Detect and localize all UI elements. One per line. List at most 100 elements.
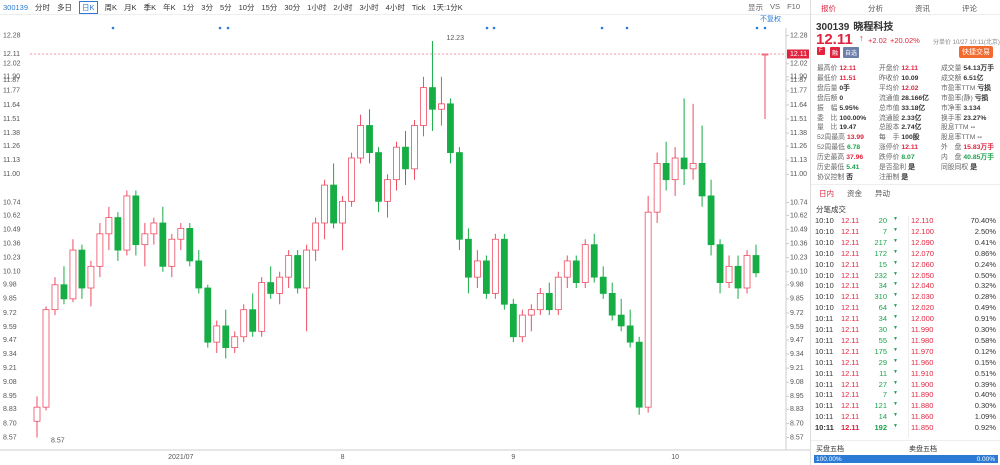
candle-body <box>132 195 140 246</box>
panel-tab[interactable]: 评论 <box>962 4 977 13</box>
trade-price: 12.11 <box>841 335 860 345</box>
y-tick-label-left: 9.72 <box>3 310 17 317</box>
stat-label: 最高价 <box>817 65 838 72</box>
trade-volume: 232 <box>874 270 887 280</box>
up-arrow: ↑ <box>859 33 864 43</box>
level-pct: 0.28% <box>974 292 996 302</box>
candle-body <box>420 87 427 126</box>
stat-value: 28.166亿 <box>901 94 929 102</box>
level-price: 11.900 <box>911 379 934 389</box>
badge[interactable]: 自选 <box>843 47 860 58</box>
period-tab[interactable]: 日K <box>79 0 98 14</box>
period-tab[interactable]: 3分 <box>201 2 213 12</box>
stat-value: 23.27% <box>963 114 987 122</box>
period-tab[interactable]: Tick <box>411 2 426 12</box>
trade-button[interactable]: 快捷交易 <box>959 46 993 58</box>
stat: 平均价 12.02 <box>879 82 918 92</box>
stat: 市盈率TTM 亏损 <box>941 82 991 92</box>
stat: 外 盘 15.83万手 <box>941 141 994 151</box>
panel-tab[interactable]: 资讯 <box>915 4 930 13</box>
trade-time: 10:11 <box>815 390 834 400</box>
period-tab[interactable]: 30分 <box>284 2 301 12</box>
period-tab[interactable]: 多日 <box>57 2 73 12</box>
y-tick-label-left: 9.85 <box>3 296 17 303</box>
period-tab[interactable]: 年K <box>163 2 176 12</box>
candle-body <box>572 260 580 283</box>
stat-value: 是 <box>908 164 915 171</box>
trade-price: 12.11 <box>841 357 860 367</box>
period-tab[interactable]: 1天:1分K <box>432 2 463 12</box>
badge[interactable]: 融 <box>830 47 841 58</box>
candle-body <box>563 260 571 278</box>
y-tick-label-left: 11.00 <box>3 171 20 178</box>
stat-label: 跌停价 <box>879 154 900 162</box>
trade-volume: 192 <box>874 423 887 433</box>
y-tick-label-left: 9.98 <box>3 282 17 289</box>
ask-pct: 0.00% <box>976 455 995 463</box>
candle-body <box>599 276 607 294</box>
period-tab[interactable]: 周K <box>104 2 118 12</box>
period-tab[interactable]: 4小时 <box>385 2 405 12</box>
sub-tab[interactable]: 日内 <box>819 189 834 198</box>
bid-bar <box>814 455 998 463</box>
tool-button[interactable]: F10 <box>787 1 800 11</box>
trade-arrow: ▼ <box>893 401 898 408</box>
level-price: 12.090 <box>911 237 934 247</box>
stat-value: -- <box>977 134 982 142</box>
stat: 总市值 33.18亿 <box>879 102 925 112</box>
panel-divider <box>811 14 1000 15</box>
candle-body <box>626 325 634 343</box>
stat: 量 比 19.47 <box>817 121 856 131</box>
trade-volume: 55 <box>878 335 887 345</box>
adjust-label[interactable]: 不复权 <box>760 14 781 23</box>
y-tick-label-left: 10.23 <box>3 255 21 262</box>
candle-body <box>456 152 463 240</box>
y-tick-label: 9.85 <box>790 296 804 303</box>
period-tab[interactable]: 15分 <box>261 2 278 12</box>
tool-button[interactable]: VS <box>770 1 781 11</box>
stat: 成交量 54.13万手 <box>941 62 994 72</box>
sub-tab[interactable]: 资金 <box>847 189 862 198</box>
candle-body <box>653 163 661 213</box>
period-tab[interactable]: 月K <box>124 2 137 12</box>
period-tab[interactable]: 季K <box>143 2 157 12</box>
panel-tab[interactable]: 分析 <box>868 4 883 13</box>
candle-body <box>348 157 355 202</box>
trade-arrow: ▼ <box>893 237 898 244</box>
trade-arrow: ▼ <box>893 357 898 364</box>
y-tick-label: 9.59 <box>790 324 804 331</box>
candle-body <box>698 163 706 197</box>
trade-time: 10:11 <box>815 346 834 356</box>
level-pct: 0.40% <box>974 390 996 400</box>
period-tab[interactable]: 1小时 <box>307 2 327 12</box>
stat-value: 6.51亿 <box>963 74 984 82</box>
level-price: 12.000 <box>911 314 934 324</box>
tool-button[interactable]: 显示 <box>748 2 764 12</box>
candle-body <box>527 309 535 316</box>
stat: 流通股 2.33亿 <box>879 112 921 122</box>
stat-label: 市盈率TTM <box>941 84 976 92</box>
period-tab[interactable]: 分时 <box>35 2 51 12</box>
candle-body <box>357 125 364 159</box>
period-tab[interactable]: 2小时 <box>333 2 353 12</box>
period-tab[interactable]: 1分 <box>182 2 195 12</box>
trade-volume: 64 <box>878 303 887 313</box>
candle-body <box>482 260 490 294</box>
quote-panel: 报价 分析 资讯 评论 300139 晓程科技 12.11 ↑ +2.02 +20.02% 分单价 … <box>810 0 1000 465</box>
trade-price: 12.11 <box>841 314 860 324</box>
trade-volume: 29 <box>878 357 887 367</box>
period-tab[interactable]: 10分 <box>238 2 255 12</box>
badge[interactable]: F <box>817 47 825 55</box>
stat-value: 37.96 <box>846 154 864 162</box>
y-tick-label-left: 11.51 <box>3 116 20 123</box>
trade-time: 10:10 <box>815 226 834 236</box>
period-tab[interactable]: 5分 <box>219 2 232 12</box>
level-pct: 0.15% <box>974 357 996 367</box>
trade-volume: 7 <box>882 390 887 400</box>
period-tab[interactable]: 3小时 <box>359 2 379 12</box>
sub-tab[interactable]: 异动 <box>875 189 890 198</box>
level-pct: 1.09% <box>974 412 996 422</box>
trade-volume: 14 <box>878 412 887 422</box>
stat-value: 6.78 <box>846 144 861 152</box>
y-tick-label: 11.00 <box>790 171 807 178</box>
